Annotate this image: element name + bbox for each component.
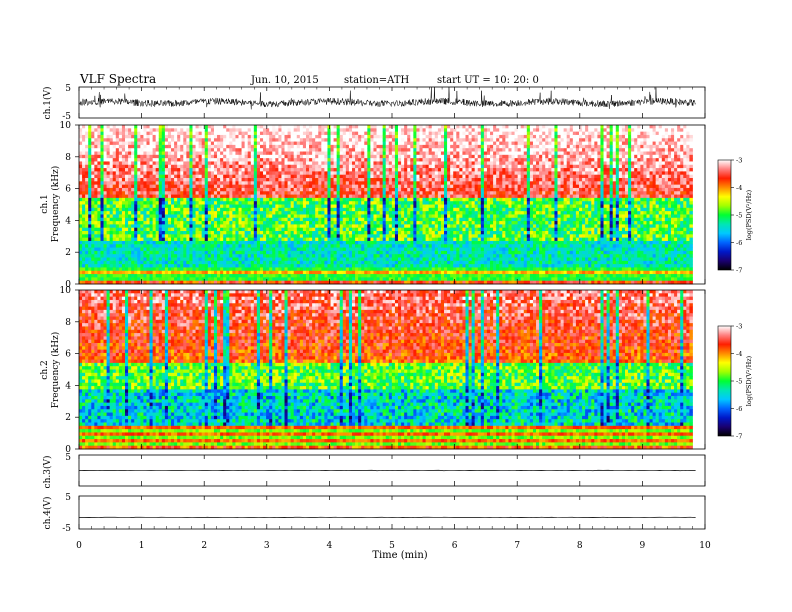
ch4-ytick-bottom: -5 xyxy=(62,524,71,534)
ch4-waveform-trace xyxy=(78,516,696,519)
freq-tick-label-2-3: 6 xyxy=(65,350,71,360)
header-date: Jun. 10, 2015 xyxy=(250,75,319,86)
freq-tick-label-1-2: 4 xyxy=(65,216,71,226)
freq-tick-label-2-0: 0 xyxy=(65,445,71,455)
ch2-spectrogram-panel: 0 2 4 6 8 10 ch.2 Frequency (kHz) xyxy=(40,286,706,455)
ch2-spectrogram-ylabel-frequency: Frequency (kHz) xyxy=(50,332,61,409)
time-tick-label-4: 4 xyxy=(327,541,333,551)
ch1-spectrogram-panel: 0 2 4 6 8 10 ch.1 Frequency (kHz) xyxy=(40,121,706,290)
freq-tick-label-2-1: 2 xyxy=(65,413,71,423)
time-axis: 0 1 2 3 4 5 6 7 8 9 10 xyxy=(76,87,711,551)
ch2-colorbar-gradient xyxy=(717,325,732,437)
time-tick-label-6: 6 xyxy=(452,541,458,551)
time-tick-label-1: 1 xyxy=(139,541,145,551)
freq-tick-label-2-2: 4 xyxy=(65,381,71,391)
figure-title: VLF Spectra xyxy=(79,72,156,86)
time-tick-label-3: 3 xyxy=(264,541,270,551)
time-tick-label-2: 2 xyxy=(201,541,207,551)
ch2-spectrogram-ylabel-channel: ch.2 xyxy=(40,360,50,379)
time-tick-label-8: 8 xyxy=(577,541,583,551)
colorbar-tick-label-1-0: -3 xyxy=(736,157,742,165)
colorbar-tick-label-1-3: -6 xyxy=(736,239,742,247)
colorbar-tick-label-2-2: -5 xyxy=(736,378,742,386)
ch1-spectrogram-ylabel-channel: ch.1 xyxy=(40,194,50,213)
colorbar-tick-label-1-4: -7 xyxy=(736,267,742,275)
time-tick-label-0: 0 xyxy=(76,541,82,551)
freq-tick-label-1-4: 8 xyxy=(65,153,71,163)
freq-tick-label-2-5: 10 xyxy=(60,286,72,296)
ch1-ytick-top: 5 xyxy=(65,84,71,94)
colorbar-tick-label-1-2: -5 xyxy=(736,212,742,220)
ch1-waveform-line xyxy=(78,86,696,110)
ch1-colorbar-gradient xyxy=(717,159,732,271)
ch1-ytick-bottom: -5 xyxy=(62,112,71,122)
ch1-colorbar: -3 -4 -5 -6 -7 log(PSD(V²/Hz) xyxy=(717,157,753,275)
ch4-ytick-top: 5 xyxy=(65,493,71,503)
ch2-colorbar-label: log(PSD(V²/Hz) xyxy=(745,355,753,406)
ch4-waveform-line xyxy=(78,516,696,519)
header-start-time: start UT = 10: 20: 0 xyxy=(437,75,539,86)
time-tick-label-9: 9 xyxy=(640,541,646,551)
ch1-waveform-ylabel: ch.1(V) xyxy=(42,87,53,120)
freq-tick-label-1-1: 2 xyxy=(65,248,71,258)
freq-tick-label-2-4: 8 xyxy=(65,318,71,328)
colorbar-tick-label-2-4: -7 xyxy=(736,433,742,441)
colorbar-tick-label-1-1: -4 xyxy=(736,184,742,192)
time-axis-label: Time (min) xyxy=(372,550,427,561)
header-station: station=ATH xyxy=(344,75,410,86)
ch2-colorbar: -3 -4 -5 -6 -7 log(PSD(V²/Hz) xyxy=(717,323,753,441)
ch1-spectrogram-ylabel-frequency: Frequency (kHz) xyxy=(50,166,61,243)
ch3-ytick-top: 5 xyxy=(65,453,71,463)
ch1-colorbar-label: log(PSD(V²/Hz) xyxy=(745,189,753,240)
ch3-waveform-ylabel: ch.3(V) xyxy=(42,456,53,489)
freq-tick-label-1-3: 6 xyxy=(65,185,71,195)
freq-tick-label-1-0: 0 xyxy=(65,280,71,290)
ch4-waveform-ylabel: ch.4(V) xyxy=(42,497,53,530)
colorbar-tick-label-2-3: -6 xyxy=(736,405,742,413)
freq-tick-label-1-5: 10 xyxy=(60,121,72,131)
colorbar-tick-label-2-1: -4 xyxy=(736,350,742,358)
time-tick-label-7: 7 xyxy=(514,541,520,551)
ch1-waveform-trace xyxy=(78,86,696,110)
ch1-spectrogram-image xyxy=(79,125,693,285)
time-tick-label-10: 10 xyxy=(699,541,711,551)
ch2-spectrogram-image xyxy=(79,290,693,450)
time-tick-label-5: 5 xyxy=(389,541,395,551)
colorbar-tick-label-2-0: -3 xyxy=(736,323,742,331)
